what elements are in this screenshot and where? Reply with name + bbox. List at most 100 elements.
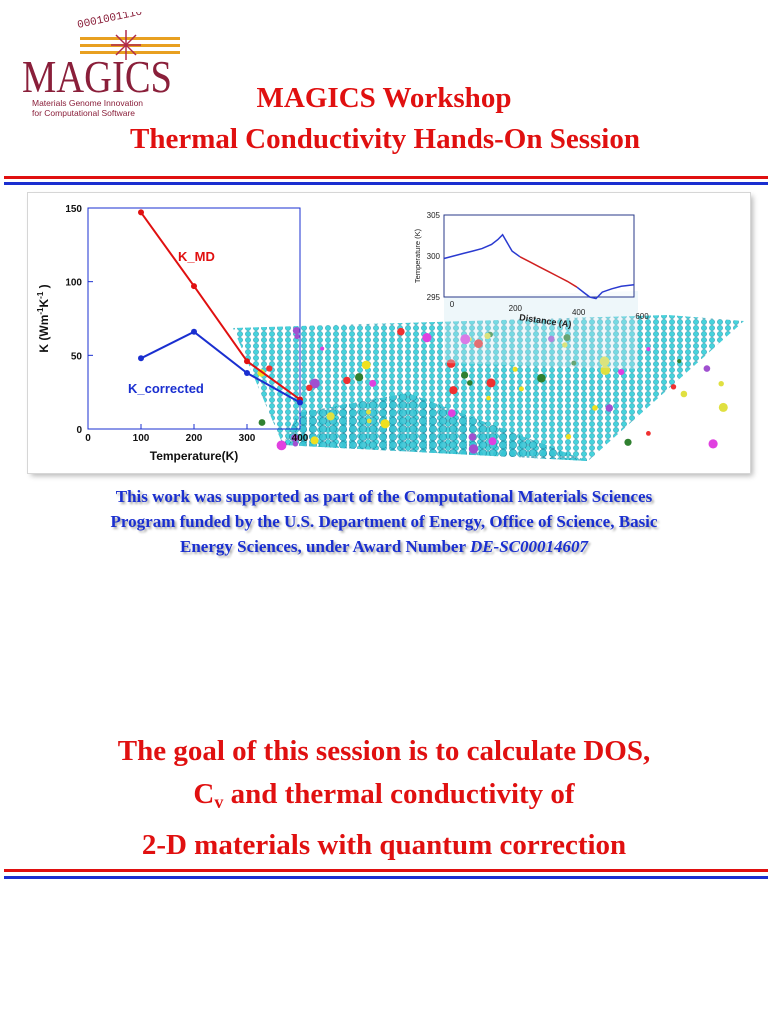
x-tick-label: 300 bbox=[239, 433, 256, 444]
dopant-atom bbox=[449, 386, 458, 395]
dopant-atom bbox=[599, 356, 610, 367]
dopant-atom bbox=[565, 434, 572, 440]
dopant-atom bbox=[468, 444, 479, 454]
page-title-line2: Thermal Conductivity Hands-On Session bbox=[129, 123, 640, 155]
goal-line-1: The goal of this session is to calculate… bbox=[117, 735, 651, 767]
inset-x-tick-label: 0 bbox=[450, 300, 455, 309]
series-label: K_corrected bbox=[128, 381, 204, 396]
dopant-atom bbox=[343, 376, 351, 385]
dopant-atom bbox=[447, 409, 456, 417]
x-tick-label: 0 bbox=[85, 433, 91, 444]
dopant-atom bbox=[467, 380, 473, 386]
inset-y-tick-label: 300 bbox=[427, 252, 441, 261]
divider-red-bottom bbox=[4, 869, 768, 872]
dopant-atom bbox=[446, 359, 456, 368]
thermal-conductivity-chart: 0 100 200 300 400 0 50 100 150 Temperature(K) K (W… bbox=[36, 204, 309, 463]
dopant-atom bbox=[486, 395, 491, 401]
divider-blue-bottom bbox=[4, 876, 768, 879]
dopant-atom bbox=[326, 412, 335, 421]
series-label: K_MD bbox=[178, 249, 215, 264]
dopant-atom bbox=[294, 333, 300, 340]
dopant-atom bbox=[320, 346, 325, 351]
y-tick-label: 100 bbox=[65, 278, 82, 289]
dopant-atom bbox=[258, 419, 266, 426]
dopant-atom bbox=[292, 327, 300, 335]
dopant-atom bbox=[708, 439, 718, 449]
dopant-atom bbox=[670, 384, 677, 390]
dopant-atom bbox=[355, 373, 364, 382]
data-point bbox=[244, 358, 250, 365]
goal-line-3: 2-D materials with quantum correction bbox=[141, 829, 627, 861]
dopant-atom bbox=[380, 419, 390, 429]
dopant-atom bbox=[461, 371, 469, 379]
inset-x-tick-label: 400 bbox=[572, 308, 586, 317]
acknowledgement: This work was supported as part of the C… bbox=[30, 484, 738, 559]
temperature-profile-mid-line bbox=[519, 256, 578, 288]
series-line-k-md bbox=[140, 211, 301, 401]
data-point bbox=[191, 283, 197, 290]
figure-panel: 0 100 200 300 400 0 50 100 150 Temperature(K) K (W… bbox=[28, 193, 750, 473]
goal-line-2: Cv and thermal conductivity of bbox=[193, 778, 575, 812]
dopant-atom bbox=[718, 381, 724, 387]
dopant-atom bbox=[468, 433, 477, 441]
dopant-atom bbox=[605, 404, 613, 412]
logo-wordmark: MAGICS bbox=[22, 51, 172, 102]
dopant-atom bbox=[571, 360, 577, 366]
dopant-atom bbox=[703, 365, 711, 372]
dopant-atom bbox=[309, 378, 320, 389]
inset-x-tick-label: 200 bbox=[509, 304, 523, 313]
dopant-atom bbox=[366, 418, 372, 424]
dopant-atom bbox=[266, 365, 273, 372]
data-point bbox=[191, 328, 197, 335]
temperature-profile-end-line bbox=[576, 283, 635, 300]
dopant-atom bbox=[562, 342, 568, 348]
dopant-atom bbox=[488, 437, 497, 446]
divider-blue-top bbox=[4, 182, 768, 185]
x-tick-label: 400 bbox=[292, 433, 309, 444]
dopant-atom bbox=[680, 390, 688, 398]
award-number: DE-SC00014607 bbox=[469, 537, 589, 556]
dopant-atom bbox=[366, 409, 371, 415]
dopant-atom bbox=[646, 431, 651, 436]
figure-svg: 0 100 200 300 400 0 50 100 150 Temperature(K) K (W… bbox=[36, 204, 744, 463]
dopant-atom bbox=[306, 384, 313, 391]
logo-tagline-2: for Computational Software bbox=[32, 108, 135, 118]
dopant-atom bbox=[624, 438, 632, 446]
dopant-atom bbox=[486, 378, 496, 388]
session-goal: The goal of this session is to calculate… bbox=[20, 730, 748, 867]
dopant-atom bbox=[592, 405, 598, 411]
dopant-atom bbox=[361, 360, 371, 370]
dopant-atom bbox=[291, 434, 299, 442]
y-tick-label: 50 bbox=[71, 351, 83, 362]
sparkle-icon bbox=[111, 30, 141, 60]
ack-line-3: Energy Sciences, under Award Number DE-S… bbox=[179, 537, 589, 556]
dopant-atom bbox=[484, 332, 491, 340]
inset-y-axis-label: Temperature (K) bbox=[413, 228, 422, 283]
series-line-k-corrected bbox=[140, 330, 301, 404]
y-axis-label: K (Wm-1K-1 ) bbox=[36, 284, 51, 352]
atomic-sheet-illustration bbox=[233, 291, 744, 461]
dopant-atom bbox=[512, 366, 518, 372]
dopant-atom bbox=[518, 386, 524, 392]
y-tick-label: 0 bbox=[76, 425, 82, 436]
temperature-profile-line bbox=[443, 233, 521, 260]
dopant-atom bbox=[397, 327, 405, 336]
ack-line-2: Program funded by the U.S. Department of… bbox=[110, 512, 658, 531]
divider-red-top bbox=[4, 176, 768, 179]
dopant-atom bbox=[474, 339, 483, 348]
dopant-atom bbox=[310, 436, 319, 445]
dopant-atom bbox=[276, 440, 287, 451]
inset-x-tick-label: 600 bbox=[635, 312, 649, 321]
inset-y-tick-label: 305 bbox=[427, 211, 441, 220]
x-tick-label: 100 bbox=[133, 433, 150, 444]
dopant-atom bbox=[292, 441, 299, 447]
x-axis-label: Temperature(K) bbox=[150, 449, 238, 463]
y-tick-label: 150 bbox=[65, 204, 82, 215]
data-point bbox=[138, 355, 144, 362]
dopant-atom bbox=[646, 347, 651, 352]
data-point bbox=[244, 370, 250, 377]
inset-frame bbox=[443, 214, 635, 298]
dopant-atom bbox=[677, 359, 682, 364]
dopant-atom bbox=[422, 333, 432, 343]
